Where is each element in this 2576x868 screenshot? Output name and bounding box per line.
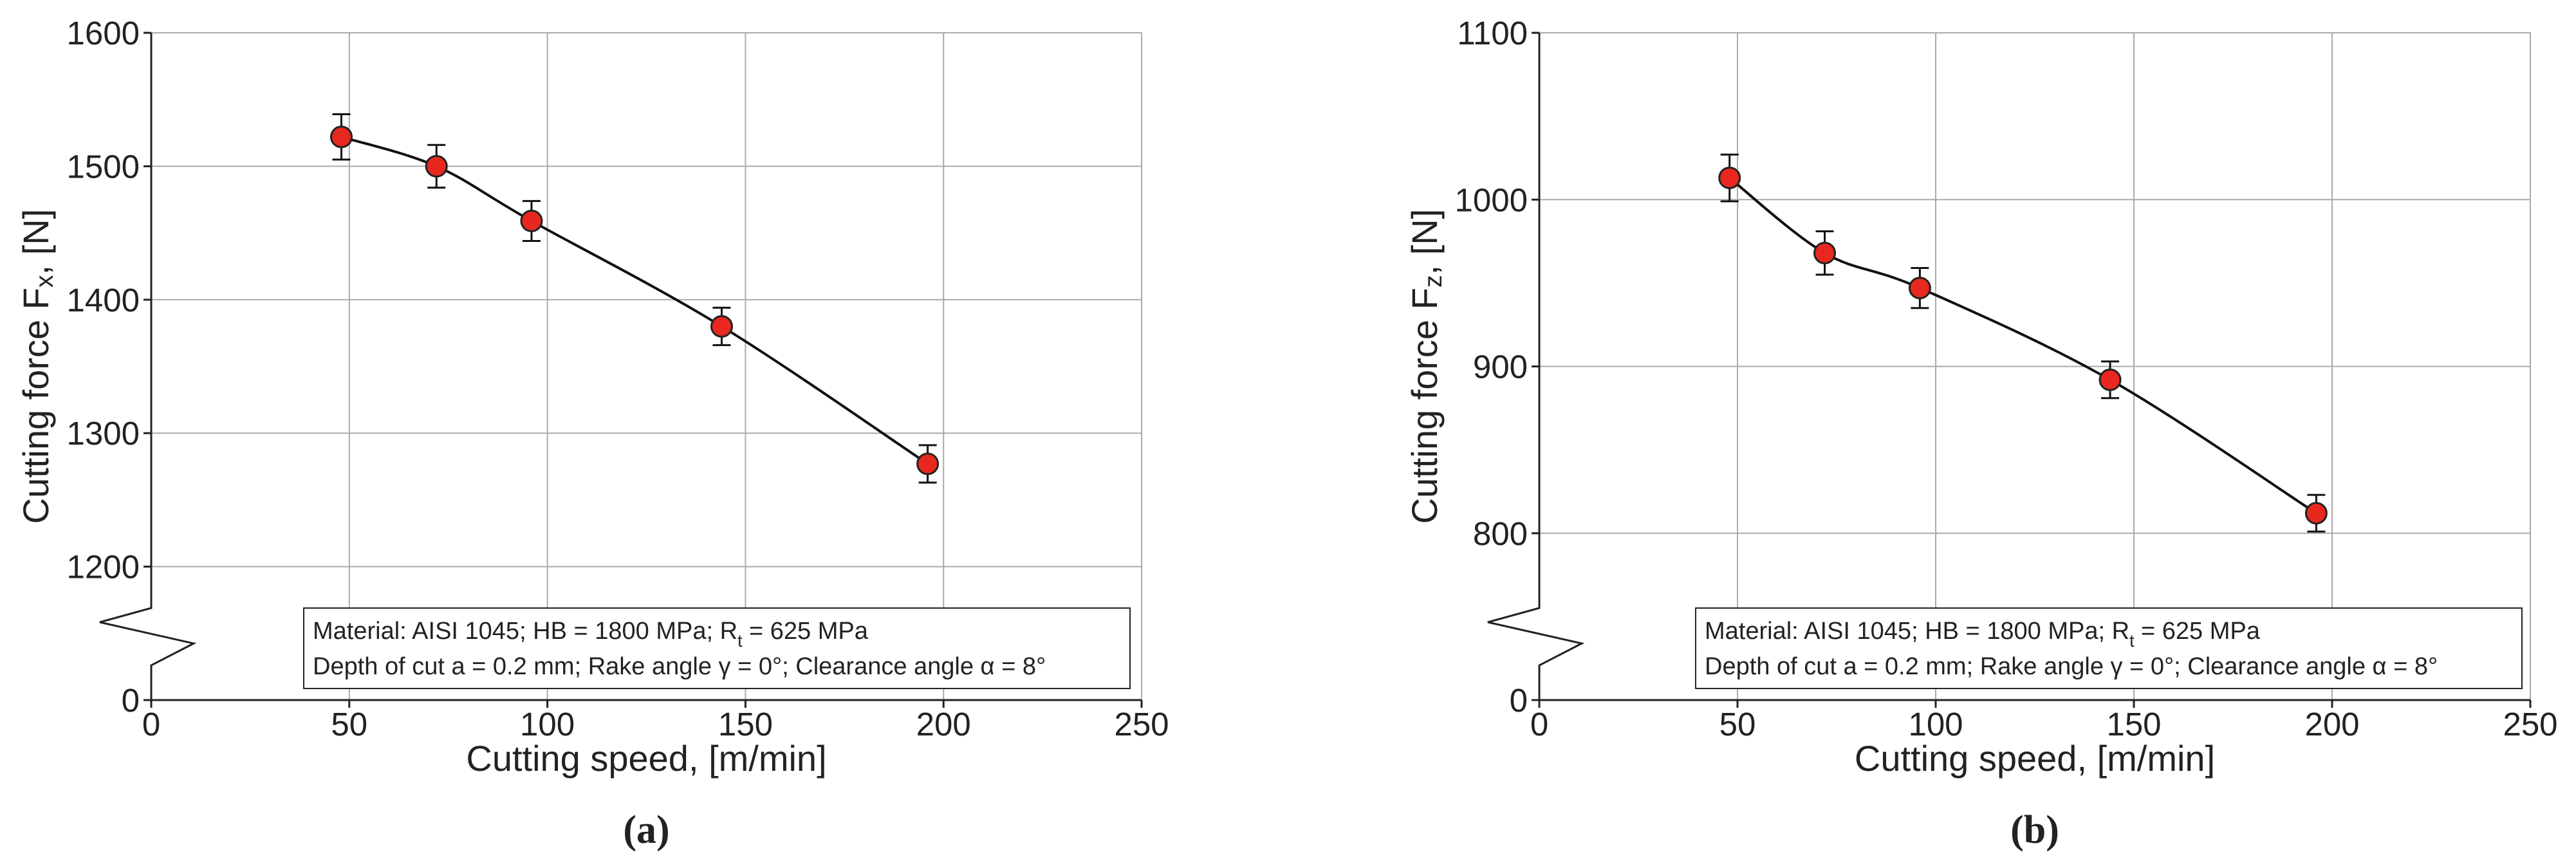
data-point (2099, 368, 2122, 391)
y-tick-label: 800 (1473, 515, 1528, 552)
y-axis-label: Cutting force Fx, [N] (15, 209, 59, 524)
series-line (340, 135, 929, 465)
data-point (1908, 277, 1931, 300)
text-part: Cutting force F (15, 288, 56, 524)
text-part: t (2129, 631, 2135, 651)
annotation-box (1695, 607, 2523, 689)
x-tick-label: 0 (1530, 706, 1548, 743)
data-point (329, 125, 353, 149)
panel-label: (b) (2010, 808, 2059, 852)
x-tick-label: 150 (2106, 706, 2161, 743)
panel-label: (a) (623, 808, 669, 852)
text-part: Material: AISI 1045; HB = 1800 MPa; R (1705, 618, 2129, 645)
text-part: z (1420, 275, 1447, 288)
text-part: t (737, 631, 743, 651)
data-point (1813, 241, 1837, 264)
x-tick-label: 150 (718, 706, 773, 743)
x-axis-label: Cutting speed, [m/min] (466, 738, 826, 779)
x-tick-label: 250 (2503, 706, 2557, 743)
data-point (710, 315, 733, 338)
data-point (1718, 167, 1741, 190)
x-tick-label: 50 (331, 706, 367, 743)
text-part: , [N] (15, 209, 56, 275)
annotation-box (303, 607, 1131, 689)
y-tick-label: 1500 (67, 148, 140, 185)
text-part: Cutting force F (1404, 288, 1445, 524)
x-tick-label: 200 (2304, 706, 2359, 743)
frame (1539, 32, 2531, 700)
y-tick-label: 1600 (67, 15, 140, 51)
y-tick-label: 1200 (67, 549, 140, 586)
y-axis (1487, 33, 1585, 700)
data-point (2304, 502, 2328, 525)
x-tick-label: 100 (1908, 706, 1963, 743)
x-tick-label: 200 (916, 706, 971, 743)
y-tick-label: 1100 (1457, 15, 1528, 51)
annotation: Material: AISI 1045; HB = 1800 MPa; Rt =… (313, 618, 869, 651)
text-part: = 625 MPa (2134, 618, 2260, 645)
text-part: = 625 MPa (742, 618, 868, 645)
y-axis (99, 33, 197, 700)
text-part: x (31, 275, 59, 288)
y-tick-label: 0 (122, 682, 140, 719)
x-tick-label: 250 (1114, 706, 1169, 743)
data-point (425, 154, 448, 178)
frame (151, 32, 1142, 700)
annotation: Depth of cut a = 0.2 mm; Rake angle γ = … (313, 653, 1046, 680)
series-line (1728, 176, 2317, 515)
y-tick-label: 1400 (67, 282, 140, 319)
y-tick-label: 1300 (67, 415, 140, 452)
y-tick-label: 900 (1473, 349, 1528, 385)
data-point (916, 452, 940, 476)
text-part: Depth of cut a = 0.2 mm; Rake angle γ = … (313, 653, 1046, 680)
x-tick-label: 0 (142, 706, 160, 743)
data-point (520, 209, 543, 232)
annotation: Material: AISI 1045; HB = 1800 MPa; Rt =… (1705, 618, 2261, 651)
x-axis-label: Cutting speed, [m/min] (1855, 738, 2215, 779)
text-part: Material: AISI 1045; HB = 1800 MPa; R (313, 618, 737, 645)
y-tick-label: 1000 (1455, 181, 1528, 218)
text-part: , [N] (1404, 209, 1445, 275)
annotation: Depth of cut a = 0.2 mm; Rake angle γ = … (1705, 653, 2438, 680)
x-tick-label: 50 (1719, 706, 1756, 743)
y-axis-label: Cutting force Fz, [N] (1404, 209, 1448, 524)
y-tick-label: 0 (1510, 682, 1528, 719)
text-part: Depth of cut a = 0.2 mm; Rake angle γ = … (1705, 653, 2438, 680)
x-tick-label: 100 (520, 706, 575, 743)
